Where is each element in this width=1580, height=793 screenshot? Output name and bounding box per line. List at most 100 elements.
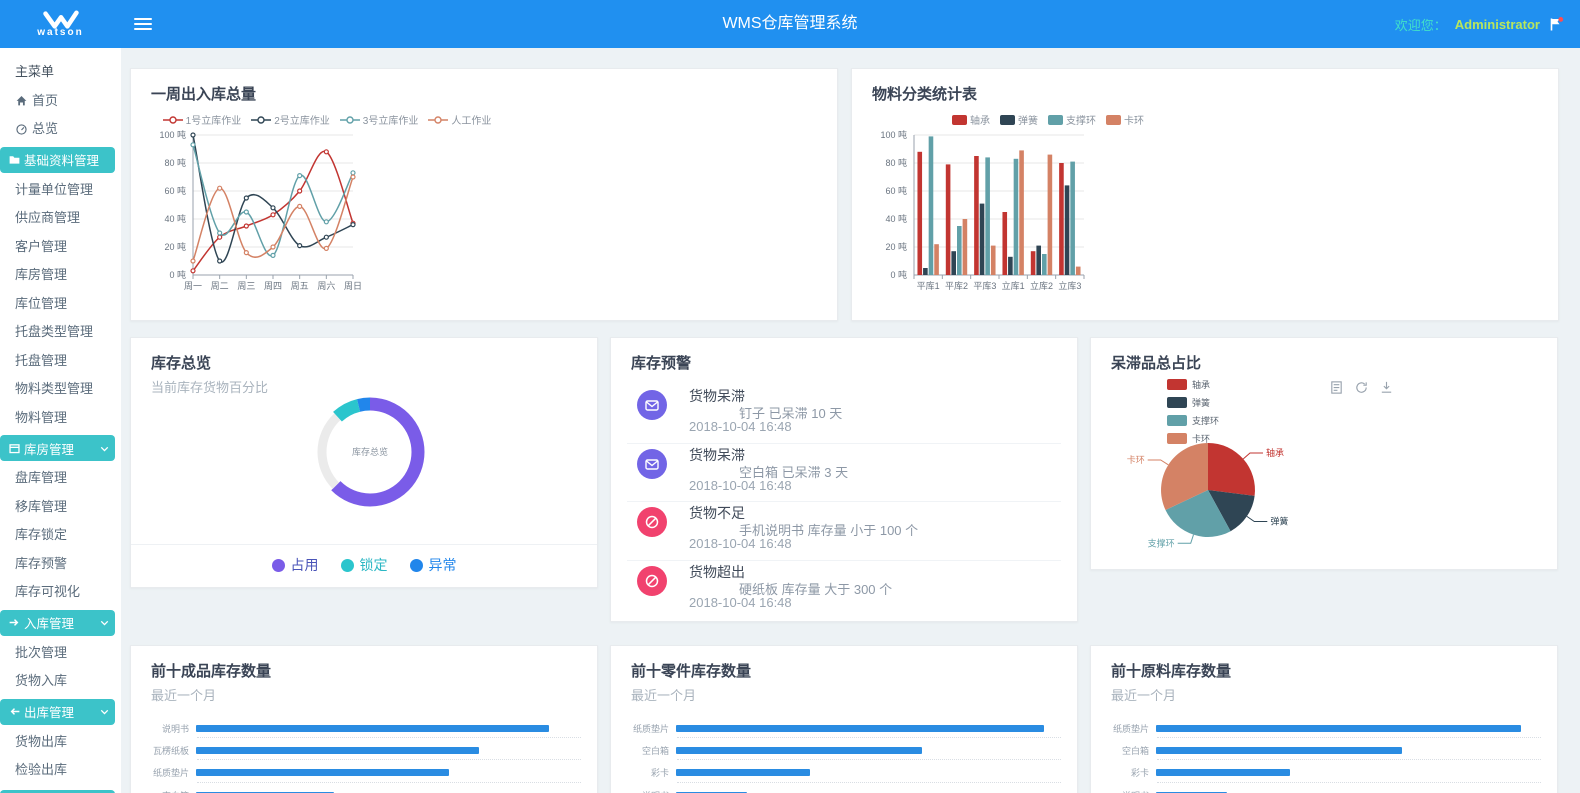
sidebar-item-5[interactable]: 供应商管理 bbox=[15, 210, 81, 225]
brand-logo[interactable]: watson bbox=[0, 0, 121, 48]
svg-text:周六: 周六 bbox=[317, 280, 335, 291]
sidebar-item-4[interactable]: 计量单位管理 bbox=[15, 181, 94, 197]
legend-item[interactable]: 卡环 bbox=[1106, 112, 1144, 127]
arrow-right-icon bbox=[8, 616, 21, 629]
legend-item[interactable]: 2号立库作业 bbox=[251, 112, 330, 127]
weekly-line-plot: 0 吨 20 吨 40 吨 60 吨 80 吨 100 吨周一 周二 周三 周四 周五 周六 周日 bbox=[159, 129, 362, 291]
download-icon[interactable] bbox=[1379, 380, 1394, 395]
svg-text:100 吨: 100 吨 bbox=[159, 129, 186, 140]
separator bbox=[197, 759, 581, 761]
sidebar-item-24[interactable]: 检验出库 bbox=[15, 762, 68, 777]
legend-swatch bbox=[1167, 433, 1187, 444]
bar-row: 空白箱 bbox=[611, 742, 1077, 764]
data-view-icon[interactable] bbox=[1329, 380, 1344, 395]
bar bbox=[1156, 769, 1290, 777]
card-inventory-overview: 库存总览 当前库存货物百分比 库存总览 占用 锁定 异常 bbox=[130, 337, 598, 588]
finished-hbar-chart: 说明书瓦楞纸板纸质垫片空白箱 bbox=[131, 720, 597, 793]
restore-icon[interactable] bbox=[1354, 380, 1369, 395]
legend-item[interactable]: 3号立库作业 bbox=[339, 112, 418, 127]
card-title: 库存总览 bbox=[151, 355, 212, 372]
home-icon bbox=[15, 94, 28, 107]
legend-item[interactable]: 占用 bbox=[271, 555, 319, 575]
bar-row: 纸质垫片 bbox=[1091, 720, 1557, 742]
legend-item[interactable]: 1号立库作业 bbox=[162, 112, 241, 127]
svg-text:卡环: 卡环 bbox=[1127, 454, 1145, 465]
legend-item[interactable]: 卡环 bbox=[1167, 432, 1219, 445]
legend-item[interactable]: 支撑环 bbox=[1048, 112, 1096, 127]
alert-row: 货物呆滞 钉子 已呆滞 10 天 2018-10-04 16:48 bbox=[627, 385, 1061, 444]
bar-row: 说明书 bbox=[611, 787, 1077, 793]
bar-label: 纸质垫片 bbox=[1112, 723, 1149, 734]
welcome-label: 欢迎您： bbox=[1394, 17, 1447, 33]
menu-toggle-button[interactable] bbox=[134, 18, 152, 33]
sidebar-item-6[interactable]: 客户管理 bbox=[15, 238, 68, 254]
alert-title: 货物超出 bbox=[689, 563, 745, 580]
bar bbox=[1156, 746, 1402, 754]
sidebar-item-3[interactable]: 基础资料管理 bbox=[0, 146, 115, 173]
legend-swatch bbox=[1167, 397, 1187, 408]
legend-item[interactable]: 人工作业 bbox=[428, 112, 491, 127]
alert-timestamp: 2018-10-04 16:48 bbox=[689, 536, 792, 551]
sidebar-item-16[interactable]: 库存锁定 bbox=[15, 527, 68, 542]
legend-swatch bbox=[1167, 415, 1187, 426]
watson-logo-icon bbox=[42, 10, 79, 29]
svg-text:平库1: 平库1 bbox=[917, 280, 940, 291]
sidebar-item-11[interactable]: 物料类型管理 bbox=[15, 381, 94, 396]
legend-item[interactable]: 弹簧 bbox=[1167, 396, 1219, 409]
sidebar-item-20[interactable]: 批次管理 bbox=[15, 644, 68, 660]
sidebar-item-25[interactable] bbox=[0, 789, 115, 793]
legend-item[interactable]: 轴承 bbox=[952, 112, 990, 127]
notification-flag-icon[interactable] bbox=[1548, 16, 1564, 32]
sidebar-item-18[interactable]: 库存可视化 bbox=[15, 584, 81, 599]
sidebar-item-10[interactable]: 托盘管理 bbox=[15, 352, 68, 368]
bar-row: 彩卡 bbox=[611, 765, 1077, 787]
card-title: 前十成品库存数量 bbox=[151, 663, 272, 680]
svg-text:轴承: 轴承 bbox=[1266, 447, 1284, 458]
legend-item[interactable]: 支撑环 bbox=[1167, 414, 1219, 427]
svg-text:平库2: 平库2 bbox=[945, 280, 968, 291]
sidebar-item-15[interactable]: 移库管理 bbox=[15, 498, 68, 514]
svg-text:0 吨: 0 吨 bbox=[890, 269, 907, 280]
bar bbox=[196, 791, 334, 793]
sidebar-item-2[interactable]: 总览 bbox=[0, 115, 121, 144]
card-material-stats: 物料分类统计表 轴承 弹簧 支撑环 卡环 0 吨 20 吨 40 吨 60 吨 80 吨 100 … bbox=[851, 68, 1559, 321]
sidebar-item-13[interactable]: 库房管理 bbox=[0, 435, 115, 461]
legend-item[interactable]: 弹簧 bbox=[1000, 112, 1038, 127]
bar-label: 说明书 bbox=[611, 789, 669, 793]
sidebar-item-21[interactable]: 货物入库 bbox=[15, 673, 68, 688]
line-marker-icon bbox=[162, 115, 183, 124]
sidebar-item-23[interactable]: 货物出库 bbox=[15, 733, 68, 749]
alert-message: 钉子 已呆滞 10 天 bbox=[739, 406, 843, 421]
legend-item[interactable]: 锁定 bbox=[340, 555, 388, 575]
sidebar-item-12[interactable]: 物料管理 bbox=[15, 409, 68, 425]
sidebar-item-8[interactable]: 库位管理 bbox=[15, 295, 68, 311]
warehouse-icon bbox=[8, 442, 21, 455]
raw-hbar-chart: 纸质垫片空白箱彩卡说明书 bbox=[1091, 720, 1557, 793]
weekly-line-chart: 1号立库作业 2号立库作业 3号立库作业 人工作业 0 吨 20 吨 40 吨 60 吨 80 … bbox=[143, 112, 837, 310]
separator bbox=[1157, 759, 1541, 761]
arrow-left-icon bbox=[8, 705, 21, 718]
legend-swatch bbox=[1000, 114, 1015, 125]
sidebar-item-9[interactable]: 托盘类型管理 bbox=[15, 324, 94, 339]
bar-row: 纸质垫片 bbox=[131, 765, 597, 787]
sidebar-item-1[interactable]: 首页 bbox=[0, 87, 121, 116]
alert-row: 货物不足 手机说明书 库存量 小于 100 个 2018-10-04 16:48 bbox=[627, 502, 1061, 561]
bar-label: 说明书 bbox=[161, 723, 189, 734]
username[interactable]: Administrator bbox=[1454, 16, 1540, 32]
sidebar-item-7[interactable]: 库房管理 bbox=[15, 267, 68, 282]
card-top-parts: 前十零件库存数量 最近一个月 纸质垫片空白箱彩卡说明书 bbox=[610, 645, 1078, 793]
legend-item[interactable]: 轴承 bbox=[1167, 378, 1219, 391]
sidebar-item-14[interactable]: 盘库管理 bbox=[15, 470, 68, 485]
bar bbox=[1156, 791, 1227, 793]
legend-dot bbox=[271, 558, 285, 572]
sidebar-item-22[interactable]: 出库管理 bbox=[0, 698, 115, 725]
svg-text:100 吨: 100 吨 bbox=[880, 129, 907, 140]
svg-text:60 吨: 60 吨 bbox=[164, 185, 186, 196]
card-weekly-inout: 一周出入库总量 1号立库作业 2号立库作业 3号立库作业 人工作业 0 吨 20 吨 40 … bbox=[130, 68, 838, 321]
legend-item[interactable]: 异常 bbox=[409, 555, 457, 575]
sidebar-item-17[interactable]: 库存预警 bbox=[15, 555, 68, 571]
sidebar-item-19[interactable]: 入库管理 bbox=[0, 609, 115, 636]
alert-title: 货物呆滞 bbox=[689, 388, 745, 404]
app-title: WMS仓库管理系统 bbox=[722, 15, 858, 32]
